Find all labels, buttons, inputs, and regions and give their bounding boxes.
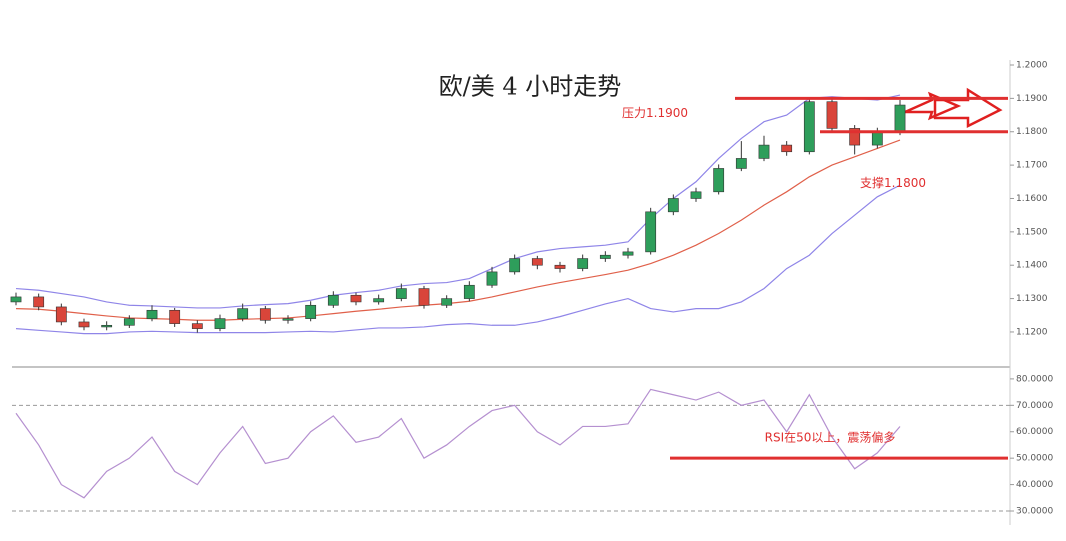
candle-body xyxy=(78,321,90,328)
candle-body xyxy=(373,298,385,303)
y-tick-label: 1.1700 xyxy=(1016,161,1048,171)
candle-body xyxy=(599,254,611,259)
rsi-line xyxy=(15,388,901,499)
candle-body xyxy=(713,168,725,193)
candle-body xyxy=(305,304,317,319)
candle-body xyxy=(735,158,747,169)
y-tick-label: 1.1500 xyxy=(1016,227,1048,237)
candle-body xyxy=(803,101,815,153)
candle-body xyxy=(577,258,589,269)
level-label: 支撑1.1800 xyxy=(860,175,926,190)
candle-body xyxy=(350,294,362,303)
candle-body xyxy=(237,308,249,319)
y-tick-label: 50.0000 xyxy=(1016,454,1053,464)
candle-body xyxy=(146,309,158,319)
arrow xyxy=(933,87,1003,129)
candle-body xyxy=(758,144,770,159)
candle-body xyxy=(395,288,407,299)
candle-body xyxy=(441,298,453,306)
y-tick-label: 80.0000 xyxy=(1016,374,1053,384)
candle-body xyxy=(259,308,271,321)
band-line xyxy=(15,94,901,309)
arrow xyxy=(904,91,962,121)
y-tick-label: 30.0000 xyxy=(1016,507,1053,517)
y-tick-label: 1.1300 xyxy=(1016,294,1048,304)
candle-body xyxy=(282,318,294,321)
candle-body xyxy=(10,296,22,303)
band-line xyxy=(15,184,901,335)
candle-body xyxy=(826,101,838,129)
candle-body xyxy=(327,294,339,306)
candle-body xyxy=(554,264,566,269)
candle-body xyxy=(463,284,475,299)
candle-body xyxy=(871,131,883,146)
candle-body xyxy=(418,288,430,306)
level-label: RSI在50以上，震荡偏多 xyxy=(765,430,896,445)
y-tick-label: 70.0000 xyxy=(1016,401,1053,411)
y-tick-label: 1.1800 xyxy=(1016,127,1048,137)
candle-body xyxy=(214,318,226,329)
y-tick-label: 1.1600 xyxy=(1016,194,1048,204)
y-tick-label: 1.1400 xyxy=(1016,261,1048,271)
candle-body xyxy=(123,318,135,326)
candle-body xyxy=(667,198,679,213)
y-tick-label: 1.1200 xyxy=(1016,327,1048,337)
candle-body xyxy=(101,324,113,328)
chart-title: 欧/美 4 小时走势 xyxy=(439,73,622,101)
candle-body xyxy=(33,296,45,308)
candle-body xyxy=(55,306,67,323)
candle-body xyxy=(191,323,203,329)
candle-body xyxy=(531,258,543,266)
y-tick-label: 1.1900 xyxy=(1016,94,1048,104)
candle-body xyxy=(849,128,861,146)
y-tick-label: 1.2000 xyxy=(1016,61,1048,71)
level-label: 压力1.1900 xyxy=(622,106,688,120)
candle-body xyxy=(169,309,181,324)
candle-body xyxy=(781,144,793,153)
candle-body xyxy=(509,258,521,273)
y-tick-label: 60.0000 xyxy=(1016,427,1053,437)
candle-body xyxy=(645,211,657,253)
candle-body xyxy=(894,104,906,133)
candle-body xyxy=(486,271,498,286)
candle-body xyxy=(622,251,634,256)
band-line xyxy=(15,139,901,321)
y-tick-label: 40.0000 xyxy=(1016,480,1053,490)
candle-body xyxy=(690,191,702,199)
